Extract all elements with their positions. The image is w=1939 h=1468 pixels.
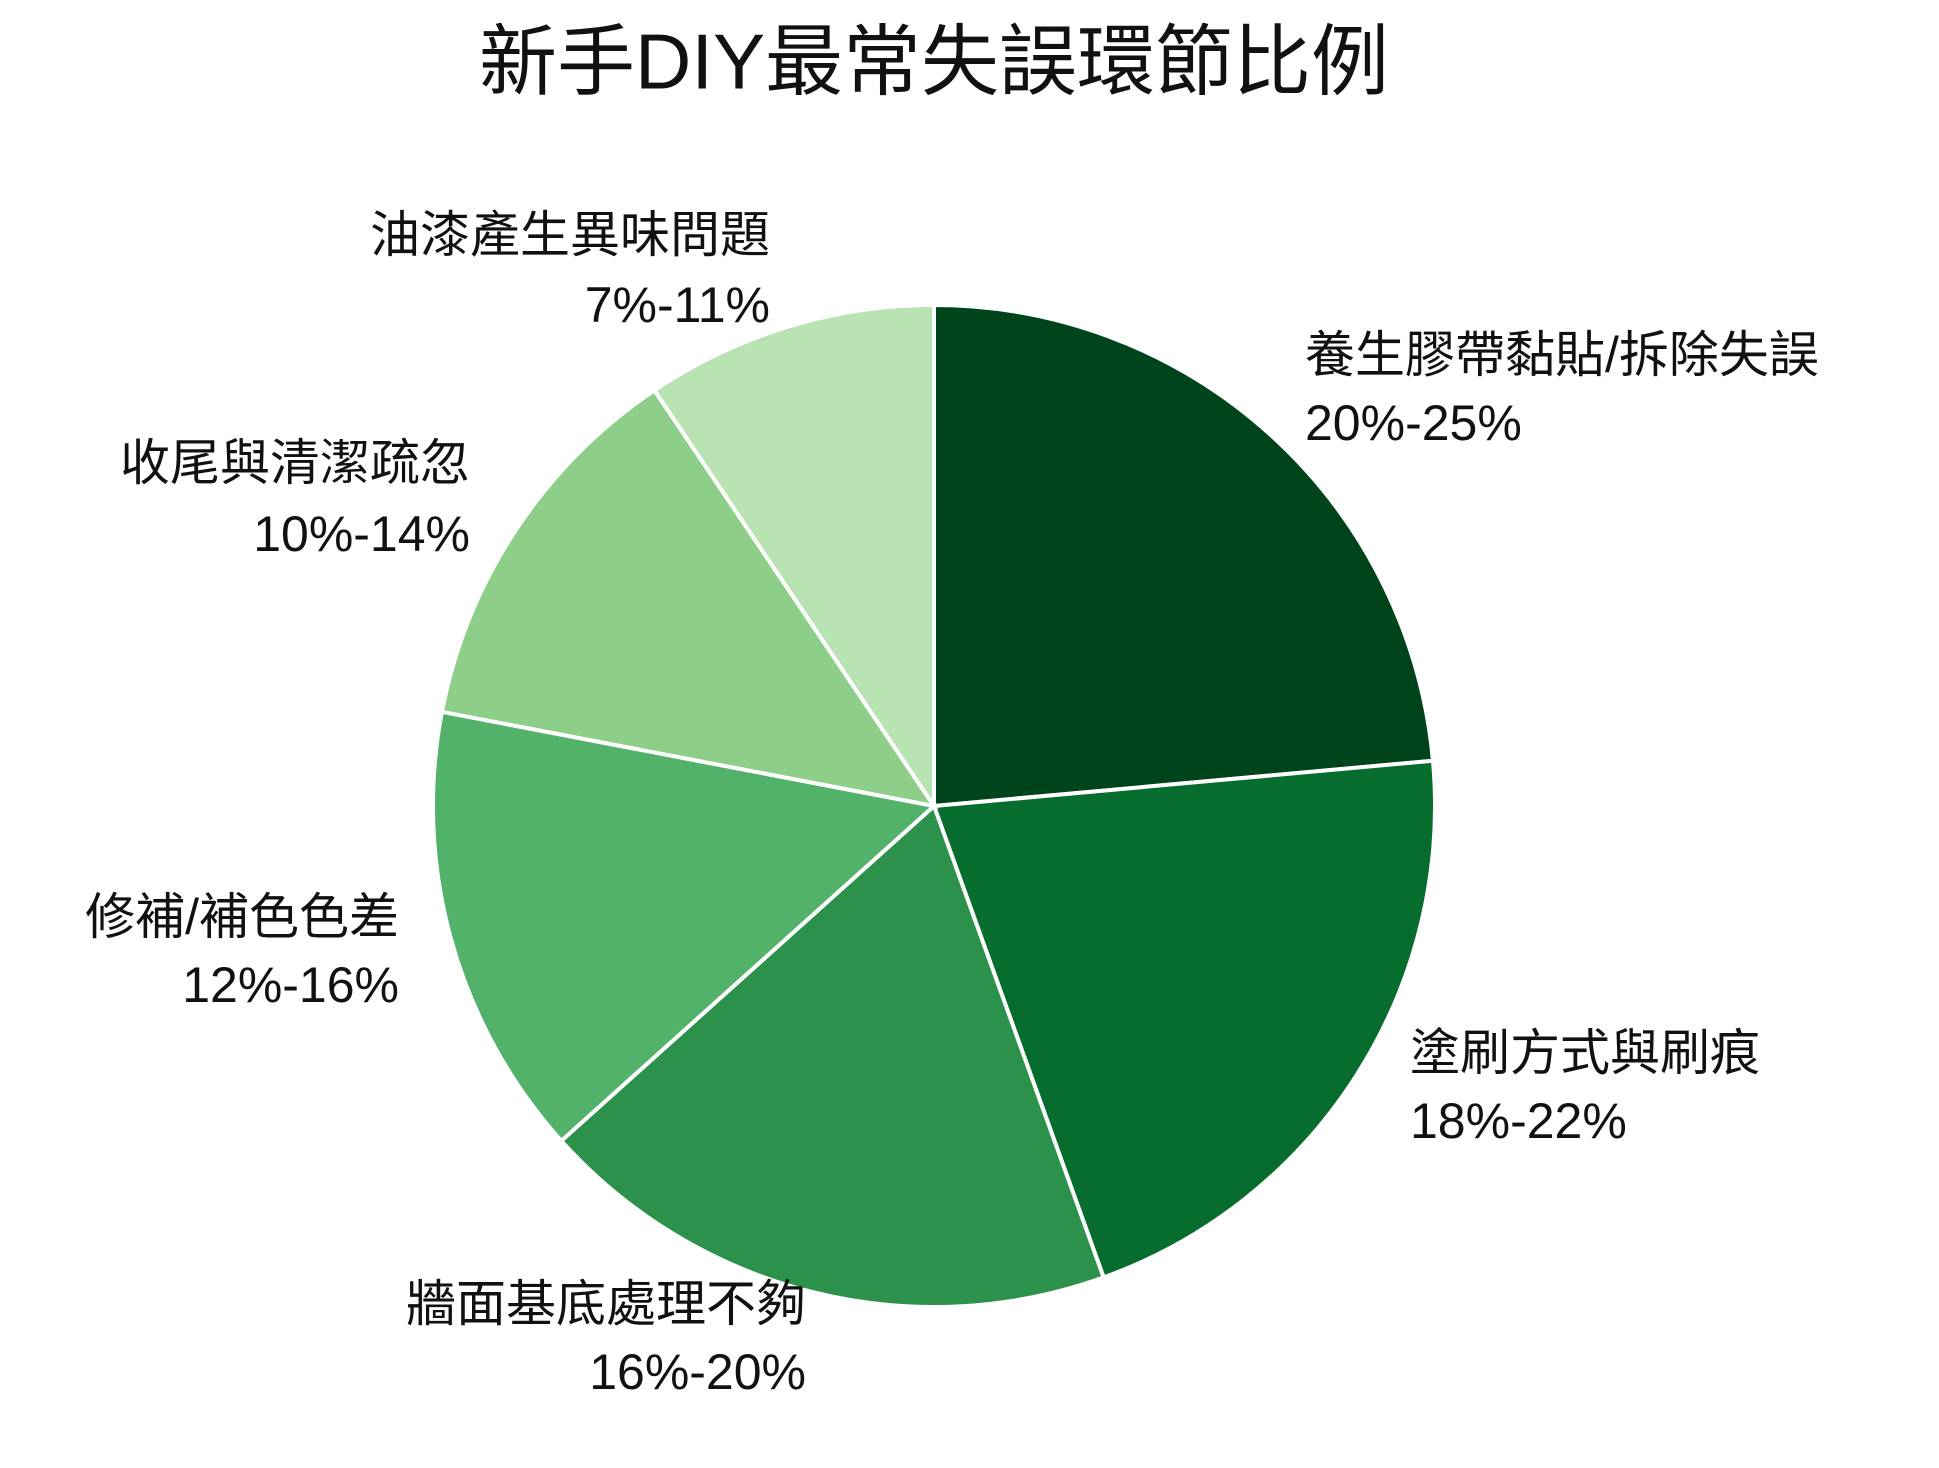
- chart-title: 新手DIY最常失誤環節比例: [479, 18, 1389, 106]
- slice-label: 養生膠帶黏貼/拆除失誤: [1305, 327, 1819, 383]
- pie-slice: [431, 709, 939, 1144]
- slice-value-label: 7%-11%: [585, 277, 770, 333]
- slice-label: 塗刷方式與刷痕: [1410, 1025, 1760, 1081]
- slice-value-label: 12%-16%: [182, 957, 399, 1013]
- slice-value-label: 10%-14%: [253, 506, 470, 562]
- slice-label: 牆面基底處理不夠: [406, 1276, 806, 1332]
- slice-value-label: 20%-25%: [1305, 395, 1522, 451]
- pie-slice: [439, 387, 939, 809]
- slice-value-label: 18%-22%: [1410, 1093, 1627, 1149]
- slice-label: 修補/補色色差: [85, 889, 399, 945]
- pie-slice: [558, 802, 1107, 1309]
- pie-slice: [651, 302, 936, 813]
- slice-label: 油漆產生異味問題: [370, 207, 770, 263]
- slice-label: 收尾與清潔疏忽: [120, 435, 470, 491]
- slice-value-label: 16%-20%: [589, 1344, 806, 1400]
- pie-slice: [932, 302, 1436, 809]
